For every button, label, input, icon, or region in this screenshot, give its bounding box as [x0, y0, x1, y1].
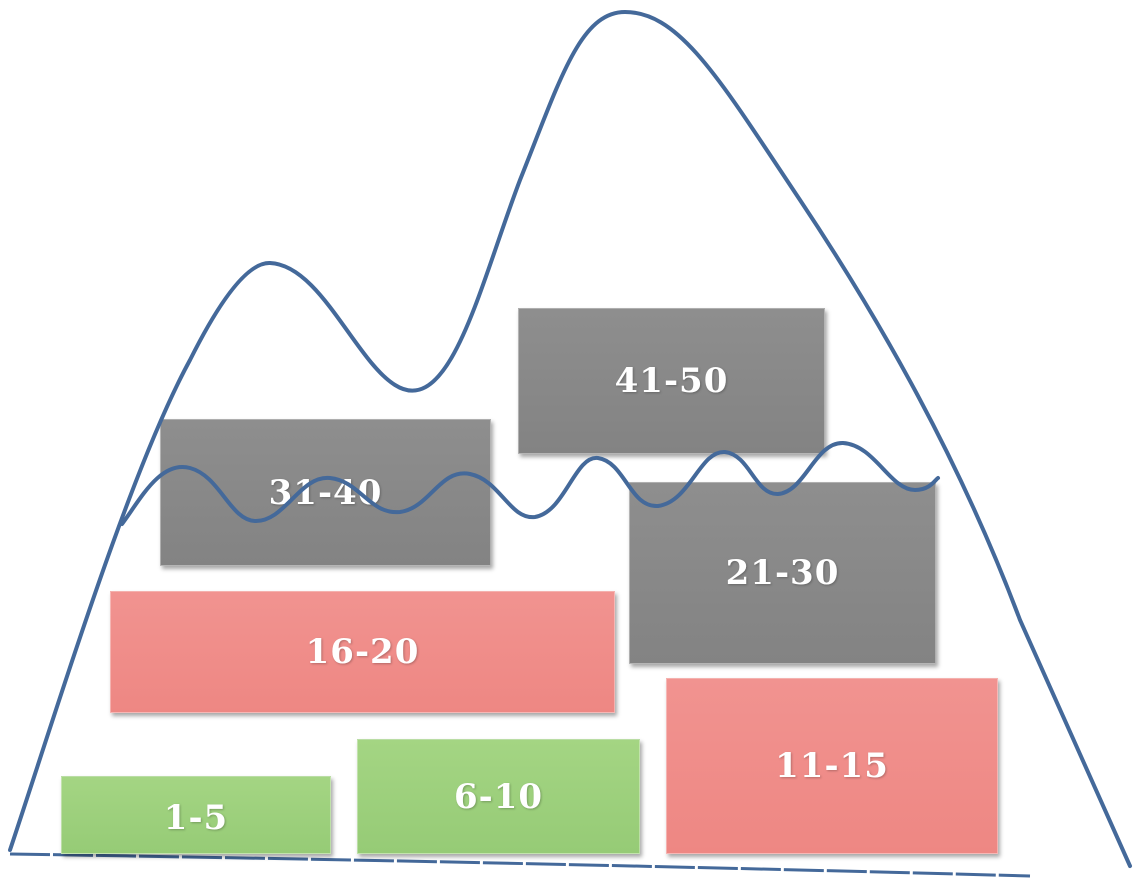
block-1-5: 1-5 [61, 776, 331, 854]
block-11-15: 11-15 [666, 678, 998, 854]
block-1-5-label: 1-5 [163, 798, 229, 838]
block-41-50: 41-50 [518, 308, 825, 454]
wavy-line-curve [120, 440, 940, 526]
block-16-20-label: 16-20 [305, 632, 420, 672]
ground-baseline [9, 852, 1031, 878]
block-6-10-label: 6-10 [453, 776, 544, 817]
block-6-10: 6-10 [357, 739, 640, 854]
block-16-20: 16-20 [110, 591, 615, 713]
block-21-30: 21-30 [629, 482, 936, 664]
block-11-15-label: 11-15 [775, 746, 889, 786]
mountain-outline-curve [8, 9, 1132, 868]
block-21-30-label: 21-30 [725, 553, 840, 593]
block-41-50-label: 41-50 [614, 361, 729, 401]
